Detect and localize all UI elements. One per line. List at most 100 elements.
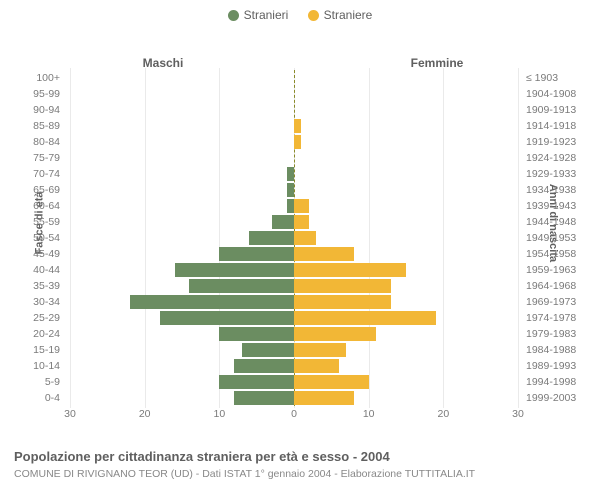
chart-row: 20-24 1979-1983	[20, 326, 580, 342]
birth-label: 1969-1973	[522, 296, 580, 308]
bar-male	[287, 199, 294, 213]
birth-label: 1979-1983	[522, 328, 580, 340]
bar-pair	[70, 150, 518, 166]
age-label: 70-74	[20, 168, 64, 180]
bar-male	[189, 279, 294, 293]
chart-row: 15-191984-1988	[20, 342, 580, 358]
bar-pair	[70, 166, 518, 182]
age-label: 50-54	[20, 232, 64, 244]
age-label: 35-39	[20, 280, 64, 292]
age-label: 65-69	[20, 184, 64, 196]
x-tick: 10	[363, 408, 375, 420]
chart-row: 85-891914-1918	[20, 118, 580, 134]
bar-female	[294, 279, 391, 293]
bar-female	[294, 247, 354, 261]
bar-pair	[70, 358, 518, 374]
bar-male	[234, 391, 294, 405]
age-label: 20-24	[20, 328, 64, 340]
chart-row: 0-4 1999-2003	[20, 390, 580, 406]
bar-male	[287, 183, 294, 197]
bar-pair	[70, 198, 518, 214]
age-label: 5-9	[20, 376, 64, 388]
age-label: 85-89	[20, 120, 64, 132]
bar-pair	[70, 342, 518, 358]
age-label: 45-49	[20, 248, 64, 260]
age-label: 40-44	[20, 264, 64, 276]
bar-pair	[70, 246, 518, 262]
bar-pair	[70, 390, 518, 406]
bar-pair	[70, 118, 518, 134]
bar-pair	[70, 134, 518, 150]
bar-female	[294, 375, 369, 389]
birth-label: 1924-1928	[522, 152, 580, 164]
bar-female	[294, 263, 406, 277]
bar-pair	[70, 70, 518, 86]
legend: Stranieri Straniere	[0, 0, 600, 28]
x-tick: 10	[213, 408, 225, 420]
age-label: 75-79	[20, 152, 64, 164]
bar-female	[294, 199, 309, 213]
chart-row: 60-64 1939-1943	[20, 198, 580, 214]
chart-row: 5-9 1994-1998	[20, 374, 580, 390]
legend-label-male: Stranieri	[244, 8, 289, 22]
subcaption: COMUNE DI RIVIGNANO TEOR (UD) - Dati IST…	[14, 468, 475, 480]
birth-label: 1909-1913	[522, 104, 580, 116]
bar-female	[294, 295, 391, 309]
bar-male	[287, 167, 294, 181]
x-tick: 20	[139, 408, 151, 420]
bar-male	[234, 359, 294, 373]
legend-item-male: Stranieri	[228, 8, 289, 22]
bar-male	[219, 247, 294, 261]
chart-row: 45-49 1954-1958	[20, 246, 580, 262]
bar-female	[294, 343, 346, 357]
bar-female	[294, 215, 309, 229]
birth-label: 1904-1908	[522, 88, 580, 100]
x-tick: 20	[437, 408, 449, 420]
chart-row: 70-741929-1933	[20, 166, 580, 182]
bar-male	[175, 263, 294, 277]
chart-row: 90-941909-1913	[20, 102, 580, 118]
legend-swatch-female	[308, 10, 319, 21]
bar-female	[294, 391, 354, 405]
age-label: 60-64	[20, 200, 64, 212]
chart: Maschi Femmine Fasce di età Anni di nasc…	[20, 28, 580, 418]
caption: Popolazione per cittadinanza straniera p…	[14, 449, 390, 464]
birth-label: 1964-1968	[522, 280, 580, 292]
age-label: 15-19	[20, 344, 64, 356]
bar-female	[294, 327, 376, 341]
birth-label: 1939-1943	[522, 200, 580, 212]
chart-row: 10-141989-1993	[20, 358, 580, 374]
bar-male	[219, 375, 294, 389]
legend-item-female: Straniere	[308, 8, 373, 22]
chart-row: 30-341969-1973	[20, 294, 580, 310]
bar-pair	[70, 102, 518, 118]
birth-label: 1999-2003	[522, 392, 580, 404]
bar-female	[294, 231, 316, 245]
chart-row: 40-44 1959-1963	[20, 262, 580, 278]
bar-male	[249, 231, 294, 245]
bar-pair	[70, 294, 518, 310]
x-tick: 30	[64, 408, 76, 420]
birth-label: 1994-1998	[522, 376, 580, 388]
birth-label: 1919-1923	[522, 136, 580, 148]
birth-label: 1949-1953	[522, 232, 580, 244]
birth-label: 1959-1963	[522, 264, 580, 276]
chart-row: 55-591944-1948	[20, 214, 580, 230]
bar-male	[242, 343, 294, 357]
age-label: 0-4	[20, 392, 64, 404]
birth-label: 1934-1938	[522, 184, 580, 196]
chart-row: 50-54 1949-1953	[20, 230, 580, 246]
birth-label: 1989-1993	[522, 360, 580, 372]
bar-male	[130, 295, 294, 309]
legend-swatch-male	[228, 10, 239, 21]
chart-row: 95-99 1904-1908	[20, 86, 580, 102]
bar-female	[294, 311, 436, 325]
age-label: 25-29	[20, 312, 64, 324]
age-label: 95-99	[20, 88, 64, 100]
birth-label: 1954-1958	[522, 248, 580, 260]
chart-row: 80-84 1919-1923	[20, 134, 580, 150]
age-label: 80-84	[20, 136, 64, 148]
chart-row: 35-39 1964-1968	[20, 278, 580, 294]
rows: 100+≤ 190395-991904-190890-941909-191385…	[20, 70, 580, 406]
bar-female	[294, 135, 301, 149]
